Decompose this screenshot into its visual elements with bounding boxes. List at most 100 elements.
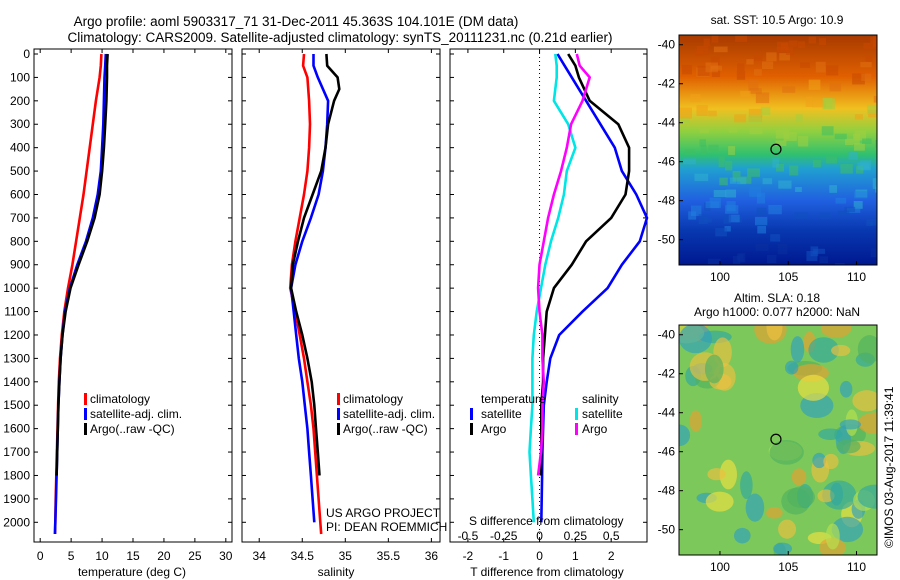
lat-tick-label: -50 <box>658 523 676 537</box>
sla-map-title: Altim. SLA: 0.18 <box>734 291 820 305</box>
sla-map-subtitle: Argo h1000: 0.077 h2000: NaN <box>694 305 860 319</box>
sst-texture-cell <box>870 36 877 44</box>
sst-texture-cell <box>778 180 792 189</box>
sst-texture-cell <box>754 216 768 226</box>
sst-texture-cell <box>875 186 877 193</box>
lat-tick-label: -46 <box>658 445 676 459</box>
legend-swatch-argo <box>84 423 87 435</box>
sst-texture-cell <box>852 73 865 85</box>
sla-texture-blob <box>797 374 830 401</box>
x-tick-label: 35 <box>339 549 353 563</box>
sla-texture-blob <box>679 424 691 447</box>
sst-texture-cell <box>806 251 818 261</box>
sla-texture-blob <box>766 325 783 341</box>
sla-texture-blob <box>733 527 751 544</box>
sst-texture-cell <box>785 47 794 55</box>
sst-texture-cell <box>870 248 877 258</box>
sla-texture-blob <box>857 484 877 509</box>
legend-swatch-s-sat <box>575 408 578 420</box>
sst-texture-cell <box>848 151 858 160</box>
sst-texture-cell <box>861 73 872 82</box>
sst-texture-cell <box>735 35 747 42</box>
sst-map <box>679 35 877 265</box>
sst-texture-cell <box>732 255 741 264</box>
depth-tick-label: 400 <box>10 141 30 155</box>
sst-texture-cell <box>872 178 877 189</box>
sst-texture-cell <box>853 191 868 199</box>
project-label: US ARGO PROJECT <box>326 506 441 520</box>
sst-texture-cell <box>688 211 697 220</box>
sst-texture-cell <box>681 64 692 75</box>
sst-texture-cell <box>766 52 777 62</box>
lat-tick-label: -46 <box>658 155 676 169</box>
x2-tick-label: -0.5 <box>458 529 479 543</box>
sst-texture-cell <box>748 114 762 124</box>
sst-texture-cell <box>690 94 701 103</box>
series-line-salinity-argo <box>536 53 592 476</box>
sst-texture-cell <box>718 156 725 168</box>
sst-texture-cell <box>696 105 708 116</box>
depth-tick-label: 1700 <box>3 445 30 459</box>
sst-map-frame <box>678 34 878 266</box>
sst-texture-cell <box>772 158 780 168</box>
sst-texture-cell <box>729 177 737 184</box>
sla-texture-blob <box>831 344 851 357</box>
lon-tick-label: 110 <box>847 560 866 574</box>
depth-tick-label: 600 <box>10 187 30 201</box>
temperature-legend: climatology satellite-adj. clim. Argo(..… <box>84 392 182 436</box>
sst-texture-cell <box>734 114 747 123</box>
sst-texture-cell <box>736 70 746 80</box>
depth-tick-label: 1200 <box>3 328 30 342</box>
sst-texture-cell <box>761 61 774 70</box>
sst-texture-cell <box>705 201 720 209</box>
sst-texture-cell <box>713 190 727 198</box>
sla-texture-blob <box>705 491 734 512</box>
series-line-climatology <box>53 53 103 535</box>
sst-texture-cell <box>863 42 877 49</box>
sla-texture-blob <box>818 428 843 440</box>
depth-tick-label: 100 <box>10 70 30 84</box>
sst-texture-cell <box>829 185 838 193</box>
legend-label-clim: climatology <box>90 392 150 406</box>
depth-tick-label: 1100 <box>4 305 30 319</box>
x-tick-label: 20 <box>157 549 171 563</box>
sst-texture-cell <box>697 65 710 76</box>
sst-texture-cell <box>756 192 766 204</box>
sst-texture-cell <box>862 138 872 144</box>
legend-label-t-argo: Argo <box>481 422 507 436</box>
sst-texture-cell <box>812 99 826 108</box>
sst-texture-cell <box>749 87 762 94</box>
sla-texture-blob <box>740 471 753 500</box>
sst-texture-cell <box>753 69 762 76</box>
depth-tick-label: 700 <box>10 211 30 225</box>
sst-texture-cell <box>707 258 721 265</box>
sst-texture-cell <box>695 50 704 56</box>
difference-legend: temperature salinity satellite Argo sate… <box>470 392 623 436</box>
sst-texture-cell <box>808 79 821 90</box>
sst-texture-cell <box>845 138 854 146</box>
sst-texture-cell <box>794 212 808 219</box>
sst-texture-cell <box>865 55 873 62</box>
x-tick-label: 30 <box>219 549 233 563</box>
sst-texture-cell <box>740 90 751 98</box>
sst-texture-cell <box>746 59 754 65</box>
sst-texture-cell <box>715 228 727 237</box>
x-tick-label: 2 <box>608 549 615 563</box>
lat-tick-label: -44 <box>658 116 676 130</box>
sst-texture-cell <box>854 143 865 151</box>
lon-tick-label: 100 <box>710 270 730 284</box>
lon-tick-label: 100 <box>710 560 730 574</box>
legend-label-argo: Argo(..raw -QC) <box>90 422 175 436</box>
lat-tick-label: -42 <box>658 77 676 91</box>
legend-label-s-argo: Argo <box>582 422 608 436</box>
sst-map-title: sat. SST: 10.5 Argo: 10.9 <box>711 13 844 27</box>
title-line-1: Argo profile: aoml 5903317_71 31-Dec-201… <box>74 14 519 29</box>
sst-texture-cell <box>728 146 736 155</box>
sla-map <box>679 325 877 555</box>
sst-texture-cell <box>762 178 773 185</box>
title-line-2: Climatology: CARS2009. Satellite-adjuste… <box>67 30 612 45</box>
x2-tick-label: 0 <box>536 529 543 543</box>
sst-texture-cell <box>776 41 789 51</box>
depth-tick-label: 300 <box>10 117 30 131</box>
sst-texture-cell <box>819 38 827 46</box>
